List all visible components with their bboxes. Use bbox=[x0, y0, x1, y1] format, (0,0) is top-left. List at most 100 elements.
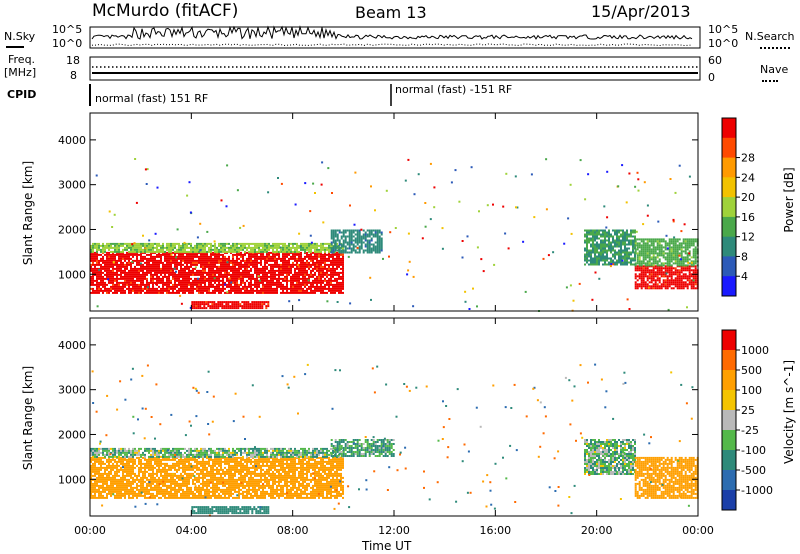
heatmap-cell bbox=[688, 275, 691, 278]
heatmap-cell bbox=[237, 301, 240, 304]
heatmap-cell bbox=[334, 267, 336, 270]
heatmap-cell bbox=[248, 257, 250, 260]
heatmap-cell bbox=[102, 474, 104, 477]
heatmap-cell bbox=[336, 263, 338, 266]
heatmap-cell bbox=[226, 279, 228, 282]
heatmap-cell bbox=[308, 253, 310, 256]
heatmap-cell bbox=[214, 265, 216, 268]
heatmap-cell bbox=[324, 271, 326, 274]
heatmap-cell bbox=[156, 277, 158, 280]
heatmap-scatter-point bbox=[404, 179, 407, 182]
heatmap-cell bbox=[338, 243, 341, 246]
heatmap-cell bbox=[100, 263, 102, 266]
heatmap-cell bbox=[650, 252, 653, 255]
heatmap-cell bbox=[656, 267, 659, 270]
heatmap-cell bbox=[200, 257, 202, 260]
heatmap-cell bbox=[218, 285, 220, 288]
heatmap-cell bbox=[372, 243, 375, 246]
heatmap-cell bbox=[640, 271, 643, 274]
heatmap-cell bbox=[648, 252, 651, 255]
heatmap-cell bbox=[211, 303, 214, 306]
heatmap-cell bbox=[230, 277, 232, 280]
heatmap-cell bbox=[208, 246, 210, 249]
heatmap-cell bbox=[216, 261, 218, 264]
heatmap-cell bbox=[584, 259, 586, 262]
heatmap-cell bbox=[224, 267, 226, 270]
heatmap-cell bbox=[164, 255, 166, 258]
heatmap-cell bbox=[104, 269, 106, 272]
heatmap-cell bbox=[132, 496, 134, 499]
heatmap-scatter-point bbox=[95, 174, 98, 177]
heatmap-cell bbox=[200, 253, 202, 256]
heatmap-cell bbox=[118, 244, 120, 247]
heatmap-cell bbox=[266, 248, 268, 251]
heatmap-cell bbox=[138, 248, 140, 251]
heatmap-cell bbox=[160, 277, 162, 280]
heatmap-cell bbox=[186, 244, 188, 247]
heatmap-cell bbox=[604, 245, 606, 248]
heatmap-cell bbox=[162, 287, 164, 290]
heatmap-cell bbox=[112, 484, 114, 487]
heatmap-cell bbox=[314, 277, 316, 280]
heatmap-cell bbox=[658, 244, 661, 247]
heatmap-cell bbox=[656, 264, 659, 267]
heatmap-cell bbox=[245, 307, 248, 310]
heatmap-cell bbox=[304, 273, 306, 276]
heatmap-cell bbox=[334, 231, 337, 234]
heatmap-cell bbox=[160, 273, 162, 276]
heatmap-cell bbox=[612, 247, 614, 250]
heatmap-cell bbox=[270, 285, 272, 288]
heatmap-cell bbox=[98, 458, 100, 461]
heatmap-cell bbox=[626, 237, 628, 240]
heatmap-cell bbox=[138, 253, 140, 256]
heatmap-cell bbox=[288, 246, 290, 249]
heatmap-cell bbox=[632, 245, 634, 248]
heatmap-cell bbox=[96, 476, 98, 479]
heatmap-cell bbox=[636, 254, 639, 257]
heatmap-cell bbox=[632, 243, 634, 246]
heatmap-cell bbox=[140, 488, 142, 491]
heatmap-cell bbox=[272, 291, 274, 294]
heatmap-cell bbox=[588, 231, 590, 234]
heatmap-cell bbox=[254, 289, 256, 292]
heatmap-cell bbox=[298, 253, 300, 256]
heatmap-cell bbox=[638, 283, 641, 286]
heatmap-cell bbox=[210, 259, 212, 262]
heatmap-cell bbox=[164, 267, 166, 270]
heatmap-cell bbox=[94, 265, 96, 268]
heatmap-cell bbox=[120, 289, 122, 292]
heatmap-cell bbox=[261, 307, 264, 310]
heatmap-cell bbox=[204, 263, 206, 266]
heatmap-cell bbox=[374, 235, 377, 238]
heatmap-cell bbox=[652, 250, 655, 253]
heatmap-cell bbox=[650, 285, 653, 288]
heatmap-cell bbox=[252, 242, 254, 245]
heatmap-cell bbox=[660, 273, 663, 276]
heatmap-cell bbox=[90, 460, 92, 463]
heatmap-cell bbox=[690, 281, 693, 284]
heatmap-cell bbox=[138, 263, 140, 266]
heatmap-cell bbox=[150, 259, 152, 262]
heatmap-cell bbox=[96, 285, 98, 288]
heatmap-cell bbox=[242, 265, 244, 268]
heatmap-cell bbox=[664, 283, 667, 286]
heatmap-cell bbox=[202, 291, 204, 294]
heatmap-cell bbox=[132, 289, 134, 292]
heatmap-cell bbox=[632, 251, 634, 254]
heatmap-cell bbox=[674, 256, 677, 259]
heatmap-cell bbox=[152, 248, 154, 251]
heatmap-cell bbox=[90, 265, 92, 268]
heatmap-cell bbox=[308, 248, 310, 251]
heatmap-cell bbox=[606, 233, 608, 236]
heatmap-scatter-point bbox=[458, 200, 461, 203]
heatmap-cell bbox=[218, 244, 220, 247]
heatmap-cell bbox=[116, 494, 118, 497]
heatmap-cell bbox=[292, 291, 294, 294]
heatmap-cell bbox=[672, 252, 675, 255]
heatmap-cell bbox=[150, 496, 152, 499]
heatmap-cell bbox=[94, 496, 96, 499]
heatmap-cell bbox=[602, 235, 604, 238]
heatmap-cell bbox=[252, 289, 254, 292]
heatmap-cell bbox=[218, 277, 220, 280]
heatmap-cell bbox=[98, 468, 100, 471]
